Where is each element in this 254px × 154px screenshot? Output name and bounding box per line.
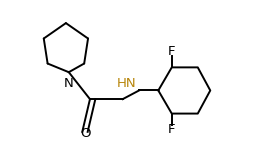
Text: O: O xyxy=(80,127,91,140)
Text: N: N xyxy=(64,77,73,90)
Text: F: F xyxy=(167,123,175,136)
Text: HN: HN xyxy=(116,77,136,90)
Text: F: F xyxy=(167,45,175,58)
